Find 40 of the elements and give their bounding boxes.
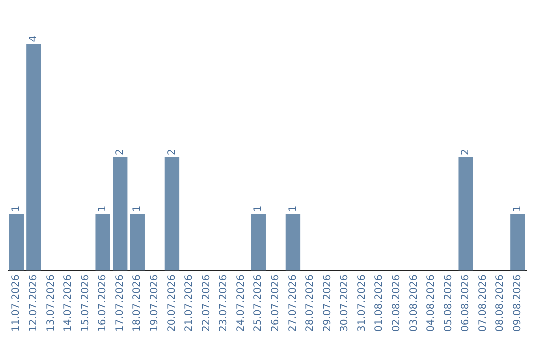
- data-label: 2: [166, 149, 178, 156]
- data-label: 1: [288, 206, 299, 212]
- x-tick-label: 08.08.2026: [495, 274, 506, 332]
- data-label: 1: [253, 206, 264, 212]
- x-tick-label: 07.08.2026: [478, 274, 489, 332]
- data-label: 1: [132, 206, 144, 212]
- x-tick-label: 25.07.2026: [253, 274, 264, 332]
- x-tick-label: 26.07.2026: [270, 274, 282, 332]
- x-tick-label: 04.08.2026: [426, 274, 438, 332]
- x-tick-label: 06.08.2026: [460, 274, 472, 332]
- x-tick-label: 13.07.2026: [46, 274, 57, 332]
- data-label: 1: [98, 206, 109, 212]
- x-tick-label: 16.07.2026: [98, 274, 109, 332]
- x-tick-label: 01.08.2026: [374, 274, 386, 332]
- x-tick-label: 18.07.2026: [132, 274, 144, 332]
- x-tick-label: 24.07.2026: [236, 274, 247, 332]
- x-tick-label: 11.07.2026: [11, 274, 22, 332]
- x-tick-label: 31.07.2026: [356, 274, 368, 332]
- x-tick-label: 09.08.2026: [512, 274, 524, 332]
- x-tick-label: 12.07.2026: [28, 274, 40, 332]
- data-label: 1: [11, 206, 22, 212]
- x-tick-label: 21.07.2026: [184, 274, 196, 332]
- x-tick-label: 27.07.2026: [288, 274, 299, 332]
- x-tick-label: 23.07.2026: [218, 274, 230, 332]
- x-tick-label: 03.08.2026: [408, 274, 420, 332]
- x-tick-label: 29.07.2026: [322, 274, 334, 332]
- data-label: 1: [512, 206, 524, 212]
- x-tick-label: 14.07.2026: [63, 274, 74, 332]
- data-label: 4: [28, 36, 40, 42]
- x-tick-label: 05.08.2026: [443, 274, 454, 332]
- x-tick-label: 15.07.2026: [80, 274, 92, 332]
- x-tick-label: 28.07.2026: [305, 274, 316, 332]
- x-tick-label: 17.07.2026: [114, 274, 126, 332]
- x-tick-label: 02.08.2026: [392, 274, 403, 332]
- x-tick-label: 19.07.2026: [150, 274, 161, 332]
- data-label: 2: [460, 149, 472, 156]
- data-label: 2: [114, 149, 126, 156]
- x-tick-label: 22.07.2026: [201, 274, 212, 332]
- x-tick-label: 20.07.2026: [166, 274, 178, 332]
- x-tick-label: 30.07.2026: [340, 274, 351, 332]
